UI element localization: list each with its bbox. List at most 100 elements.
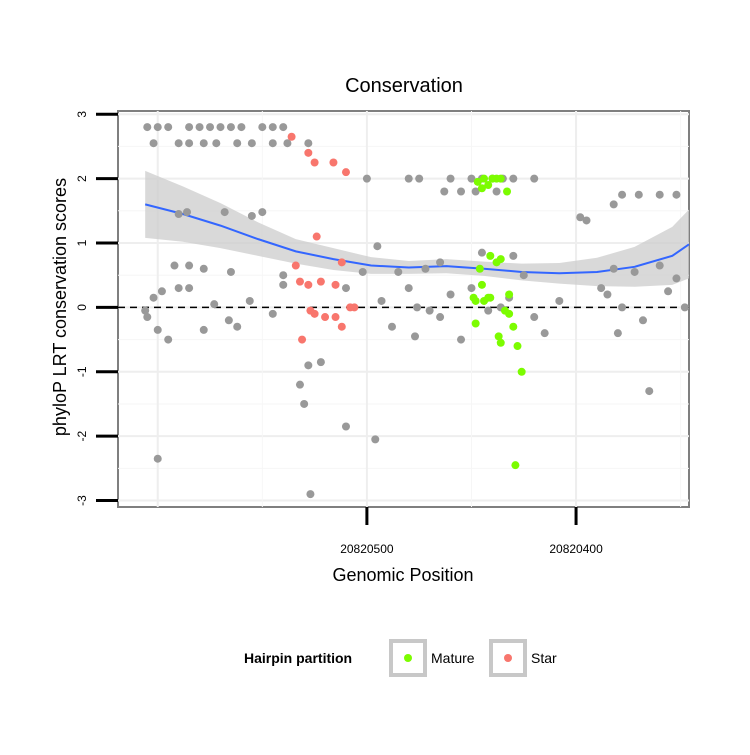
data-point-other xyxy=(153,454,162,463)
data-point-other xyxy=(446,174,455,183)
legend-marker-mature xyxy=(404,654,412,662)
data-point-other xyxy=(164,123,173,132)
data-point-mature xyxy=(496,174,505,183)
data-point-other xyxy=(245,296,254,305)
data-point-star xyxy=(312,232,321,241)
data-point-mature xyxy=(480,174,489,183)
data-point-other xyxy=(210,300,219,309)
data-point-other xyxy=(237,123,246,132)
data-point-star xyxy=(337,322,346,331)
data-point-other xyxy=(509,251,518,260)
data-point-mature xyxy=(477,280,486,289)
data-point-other xyxy=(247,211,256,220)
data-point-mature xyxy=(496,255,505,264)
y-tick-label: 1 xyxy=(75,239,89,246)
data-point-other xyxy=(421,264,430,273)
data-point-other xyxy=(492,187,501,196)
data-point-star xyxy=(304,148,313,157)
data-point-other xyxy=(664,287,673,296)
data-point-mature xyxy=(486,251,495,260)
data-point-other xyxy=(655,261,664,270)
data-point-other xyxy=(377,296,386,305)
data-point-other xyxy=(457,187,466,196)
data-point-other xyxy=(603,290,612,299)
y-tick-label: -3 xyxy=(75,495,89,506)
data-point-other xyxy=(304,139,313,148)
data-point-other xyxy=(425,306,434,315)
data-point-other xyxy=(672,190,681,199)
data-point-other xyxy=(268,123,277,132)
data-point-other xyxy=(613,329,622,338)
data-point-other xyxy=(618,303,627,312)
data-point-other xyxy=(609,200,618,209)
data-point-other xyxy=(576,213,585,222)
data-point-other xyxy=(226,267,235,276)
data-point-other xyxy=(279,271,288,280)
data-point-mature xyxy=(496,338,505,347)
data-point-other xyxy=(199,325,208,334)
data-point-other xyxy=(149,293,158,302)
legend: Hairpin partition Mature Star xyxy=(244,639,557,677)
data-point-other xyxy=(295,380,304,389)
data-point-mature xyxy=(494,332,503,341)
x-tick-label: 20820500 xyxy=(340,542,394,556)
data-point-mature xyxy=(511,461,520,470)
data-point-other xyxy=(185,123,194,132)
data-point-other xyxy=(467,174,476,183)
data-point-other xyxy=(509,174,518,183)
data-point-star xyxy=(291,261,300,270)
legend-item-mature: Mature xyxy=(389,639,475,677)
data-point-other xyxy=(411,332,420,341)
data-point-other xyxy=(341,422,350,431)
x-axis-label: Genomic Position xyxy=(332,565,473,585)
data-point-other xyxy=(279,280,288,289)
data-point-other xyxy=(149,139,158,148)
data-point-other xyxy=(597,284,606,293)
data-point-other xyxy=(436,258,445,267)
data-point-other xyxy=(404,174,413,183)
data-point-other xyxy=(609,264,618,273)
y-tick-label: 2 xyxy=(75,175,89,182)
data-point-mature xyxy=(484,181,493,190)
data-point-mature xyxy=(475,264,484,273)
data-point-star xyxy=(321,313,330,322)
data-point-other xyxy=(316,358,325,367)
data-point-other xyxy=(170,261,179,270)
data-point-mature xyxy=(503,187,512,196)
data-point-other xyxy=(268,309,277,318)
data-point-other xyxy=(174,210,183,219)
data-point-other xyxy=(519,271,528,280)
y-tick-label: 3 xyxy=(75,111,89,118)
data-point-star xyxy=(331,313,340,322)
data-point-other xyxy=(143,123,152,132)
data-point-other xyxy=(341,284,350,293)
data-point-other xyxy=(206,123,215,132)
data-point-other xyxy=(471,187,480,196)
data-point-star xyxy=(295,277,304,286)
data-point-other xyxy=(630,267,639,276)
data-point-other xyxy=(195,123,204,132)
data-point-other xyxy=(153,325,162,334)
data-point-star xyxy=(316,277,325,286)
data-point-other xyxy=(233,322,242,331)
data-point-other xyxy=(174,139,183,148)
scatter-points xyxy=(141,123,689,499)
data-point-other xyxy=(530,174,539,183)
data-point-star xyxy=(350,303,359,312)
data-point-other xyxy=(618,190,627,199)
data-point-other xyxy=(371,435,380,444)
data-point-other xyxy=(164,335,173,344)
data-point-other xyxy=(457,335,466,344)
legend-marker-star xyxy=(504,654,512,662)
data-point-other xyxy=(143,313,152,322)
data-point-other xyxy=(268,139,277,148)
data-point-mature xyxy=(505,290,514,299)
grid-lines xyxy=(118,111,689,507)
data-point-star xyxy=(310,158,319,167)
data-point-other xyxy=(212,139,221,148)
data-point-other xyxy=(655,190,664,199)
data-point-other xyxy=(440,187,449,196)
data-point-other xyxy=(634,190,643,199)
data-point-other xyxy=(216,123,225,132)
data-point-other xyxy=(415,174,424,183)
